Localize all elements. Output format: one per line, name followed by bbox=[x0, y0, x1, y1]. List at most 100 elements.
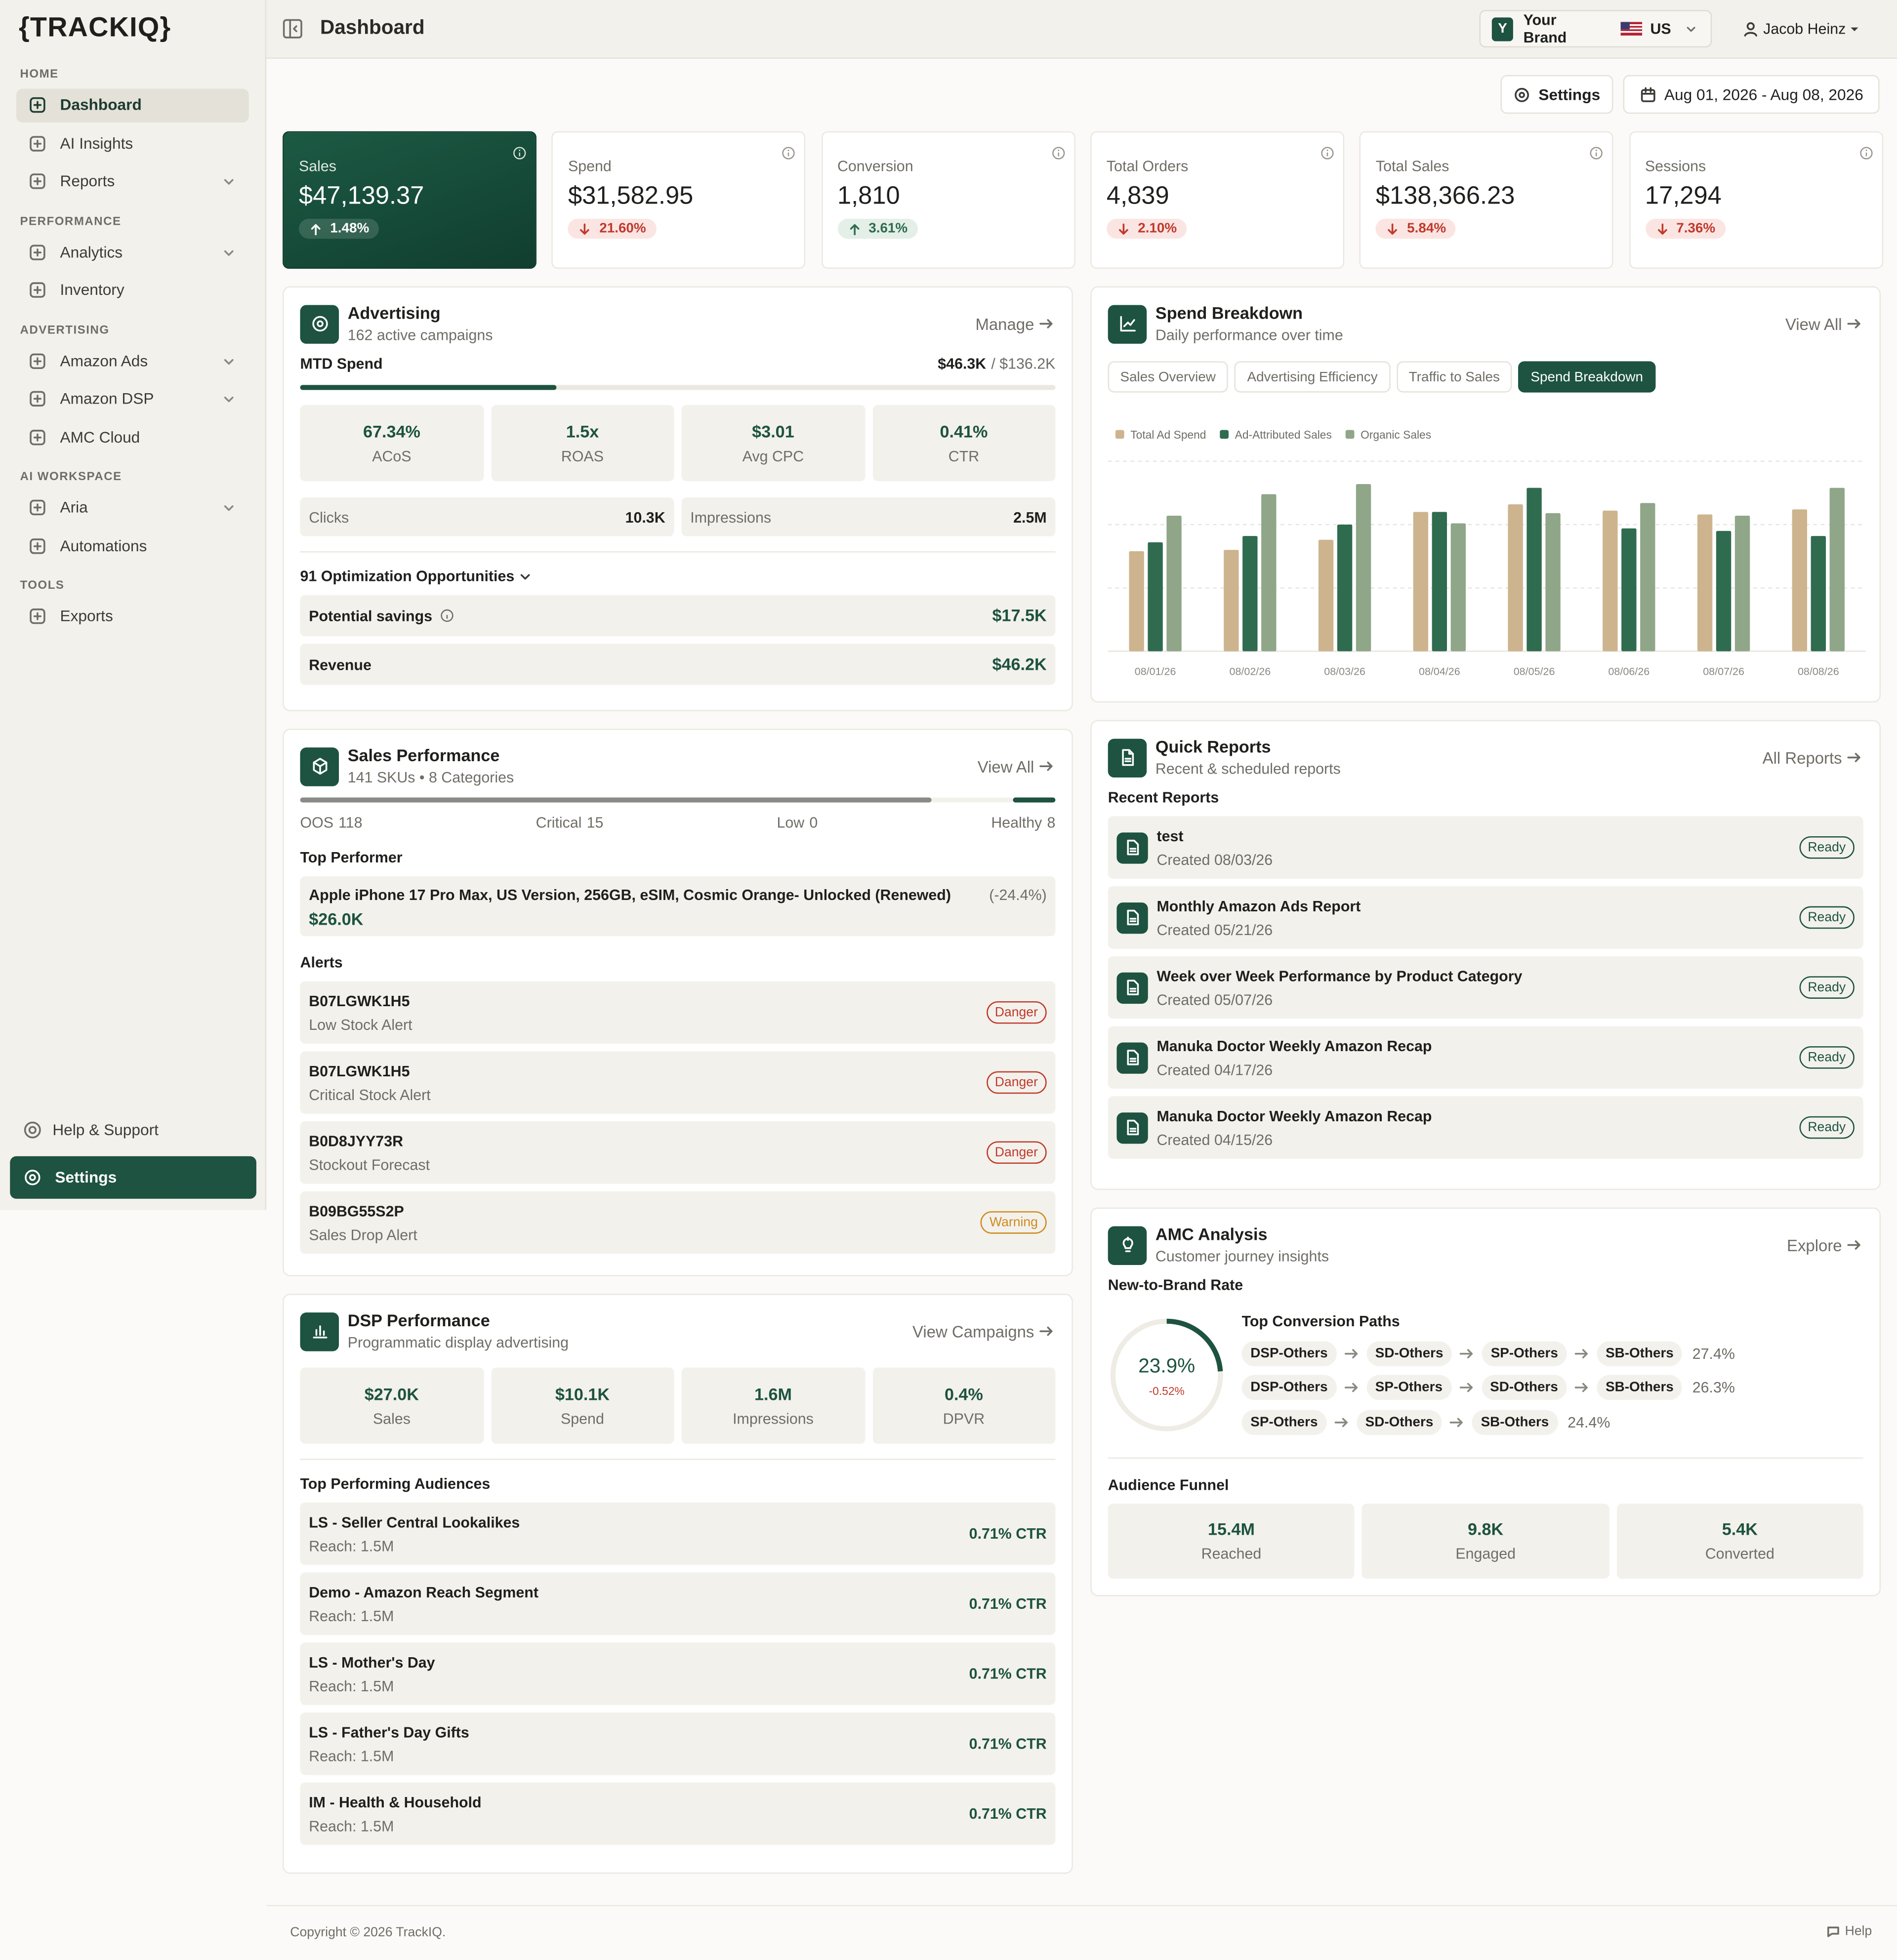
footer-help[interactable]: Help bbox=[1826, 1924, 1872, 1939]
icon bbox=[30, 97, 45, 113]
nav-item[interactable]: Amazon Ads bbox=[16, 344, 249, 377]
opportunities[interactable]: 91 Optimization Opportunities bbox=[300, 568, 1056, 585]
x-tick-label: 08/02/26 bbox=[1229, 666, 1271, 678]
bar bbox=[1413, 512, 1429, 652]
bar bbox=[1734, 516, 1750, 652]
kpi-label: Spend bbox=[568, 157, 612, 175]
alert-row[interactable]: B09BG55S2P Sales Drop Alert Warning bbox=[300, 1191, 1056, 1254]
arrow-icon bbox=[1460, 1348, 1473, 1358]
help-link[interactable]: Help & Support bbox=[23, 1120, 159, 1140]
report-created: Created 05/21/26 bbox=[1156, 920, 1273, 939]
report-row[interactable]: test Created 08/03/26 Ready bbox=[1108, 816, 1863, 879]
kpi-value: $47,139.37 bbox=[298, 182, 424, 210]
summary-label: Revenue bbox=[309, 655, 371, 673]
bar bbox=[1811, 536, 1826, 652]
audience-row[interactable]: LS - Father's Day Gifts Reach: 1.5M 0.71% … bbox=[300, 1712, 1056, 1775]
help-label: Help & Support bbox=[52, 1121, 159, 1139]
arrow-icon bbox=[1039, 761, 1053, 771]
card-action[interactable]: All Reports bbox=[1763, 748, 1863, 767]
audience-row[interactable]: Demo - Amazon Reach Segment Reach: 1.5M 0.… bbox=[300, 1572, 1056, 1635]
stock-label: Healthy 8 bbox=[991, 814, 1055, 831]
nav-label: Inventory bbox=[60, 281, 124, 299]
alert-row[interactable]: B07LGWK1H5 Low Stock Alert Danger bbox=[300, 981, 1056, 1044]
nav-label: Dashboard bbox=[60, 96, 142, 114]
funnel-value: 15.4M bbox=[1207, 1520, 1255, 1539]
card-action[interactable]: View Campaigns bbox=[912, 1322, 1055, 1341]
tab[interactable]: Advertising Efficiency bbox=[1234, 361, 1391, 393]
nav-item[interactable]: AMC Cloud bbox=[16, 420, 249, 453]
nav-item[interactable]: AI Insights bbox=[16, 126, 249, 160]
report-row[interactable]: Monthly Amazon Ads Report Created 05/21/2… bbox=[1108, 886, 1863, 949]
card-action[interactable]: Explore bbox=[1787, 1235, 1863, 1254]
alert-type: Sales Drop Alert bbox=[309, 1225, 417, 1243]
tab[interactable]: Traffic to Sales bbox=[1397, 361, 1512, 393]
card-header: Sales Performance 141 SKUs • 8 Categories… bbox=[300, 745, 1056, 787]
report-row[interactable]: Week over Week Performance by Product Ca… bbox=[1108, 956, 1863, 1019]
metric-value: 0.41% bbox=[940, 422, 988, 441]
kpi-change-value: 2.10% bbox=[1138, 221, 1177, 237]
funnel: Audience Funnel 15.4M Reached 9.8K Engaged 5.… bbox=[1108, 1457, 1863, 1579]
alert-row[interactable]: B07LGWK1H5 Critical Stock Alert Danger bbox=[300, 1051, 1056, 1114]
settings-button[interactable]: Settings bbox=[10, 1156, 256, 1199]
report-icon bbox=[1116, 972, 1148, 1003]
report-row[interactable]: Manuka Doctor Weekly Amazon Recap Created… bbox=[1108, 1096, 1863, 1159]
card-action-label: All Reports bbox=[1762, 748, 1842, 767]
bar bbox=[1640, 503, 1655, 652]
product-change: (-24.4%) bbox=[989, 886, 1047, 904]
nav-item[interactable]: Exports bbox=[16, 599, 249, 633]
nav-item[interactable]: Dashboard bbox=[16, 88, 249, 122]
report-icon bbox=[1116, 1042, 1148, 1073]
info-icon bbox=[513, 147, 526, 160]
metric-value: 1.6M bbox=[754, 1384, 792, 1403]
nav-item[interactable]: Amazon DSP bbox=[16, 382, 249, 415]
stock-segment bbox=[300, 797, 933, 803]
country: US bbox=[1650, 20, 1671, 38]
date-range[interactable]: Aug 01, 2026 - Aug 08, 2026 bbox=[1623, 75, 1880, 114]
report-row[interactable]: Manuka Doctor Weekly Amazon Recap Created… bbox=[1108, 1026, 1863, 1089]
nav-item[interactable]: Analytics bbox=[16, 235, 249, 269]
user-menu[interactable]: Jacob Heinz bbox=[1742, 20, 1863, 38]
kpi-value: 1,810 bbox=[837, 182, 900, 210]
alert-type: Critical Stock Alert bbox=[309, 1085, 431, 1103]
alert-row[interactable]: B0D8JYY73R Stockout Forecast Danger bbox=[300, 1121, 1056, 1184]
nav-item[interactable]: Inventory bbox=[16, 273, 249, 307]
tab[interactable]: Spend Breakdown bbox=[1518, 361, 1656, 393]
card-action[interactable]: Manage bbox=[975, 314, 1055, 333]
alert-type: Low Stock Alert bbox=[309, 1016, 412, 1033]
metric-label: Avg CPC bbox=[742, 447, 804, 465]
path-step: SP-Others bbox=[1241, 1409, 1327, 1435]
status-badge: Ready bbox=[1799, 836, 1855, 859]
card-subtitle: 141 SKUs • 8 Categories bbox=[347, 769, 514, 786]
brand-selector[interactable]: Y Your Brand US bbox=[1479, 10, 1712, 48]
report-created: Created 05/07/26 bbox=[1156, 990, 1273, 1008]
card-action[interactable]: View All bbox=[978, 757, 1056, 776]
nav-item[interactable]: Automations bbox=[16, 529, 249, 562]
audience-row[interactable]: IM - Health & Household Reach: 1.5M 0.71% … bbox=[300, 1782, 1056, 1845]
summary-label: Potential savings bbox=[309, 607, 433, 625]
kpi-change: 3.61% bbox=[837, 218, 918, 239]
legend-label: Ad-Attributed Sales bbox=[1235, 428, 1332, 441]
icon-box bbox=[1108, 1225, 1147, 1265]
card-titles: Advertising 162 active campaigns bbox=[348, 304, 493, 344]
tab[interactable]: Sales Overview bbox=[1108, 361, 1228, 393]
stock-bar bbox=[300, 797, 1056, 803]
path-share: 24.4% bbox=[1567, 1413, 1610, 1431]
card-action-label: Manage bbox=[975, 314, 1034, 333]
audience-row[interactable]: LS - Seller Central Lookalikes Reach: 1.5… bbox=[300, 1502, 1056, 1565]
brand-name: Your Brand bbox=[1523, 11, 1567, 46]
metric-label: Spend bbox=[561, 1409, 604, 1427]
user-icon bbox=[1744, 22, 1757, 37]
metric-tiles: 67.34% ACoS 1.5x ROAS $3.01 Avg CPC 0.41% CTR bbox=[300, 405, 1056, 482]
audience-ctr: 0.71% CTR bbox=[969, 1525, 1047, 1543]
settings-label: Settings bbox=[55, 1169, 117, 1186]
settings-button[interactable]: Settings bbox=[1500, 75, 1613, 114]
metric-tile: 0.4% DPVR bbox=[872, 1367, 1056, 1444]
nav-item[interactable]: Aria bbox=[16, 490, 249, 524]
card-action[interactable]: View All bbox=[1785, 314, 1863, 333]
card-action-label: Explore bbox=[1787, 1235, 1842, 1255]
nav-item[interactable]: Reports bbox=[16, 164, 249, 198]
report-name: Monthly Amazon Ads Report bbox=[1156, 897, 1361, 915]
bar bbox=[1621, 528, 1637, 652]
nav-label: Automations bbox=[60, 536, 147, 555]
audience-row[interactable]: LS - Mother's Day Reach: 1.5M 0.71% CTR bbox=[300, 1642, 1056, 1705]
